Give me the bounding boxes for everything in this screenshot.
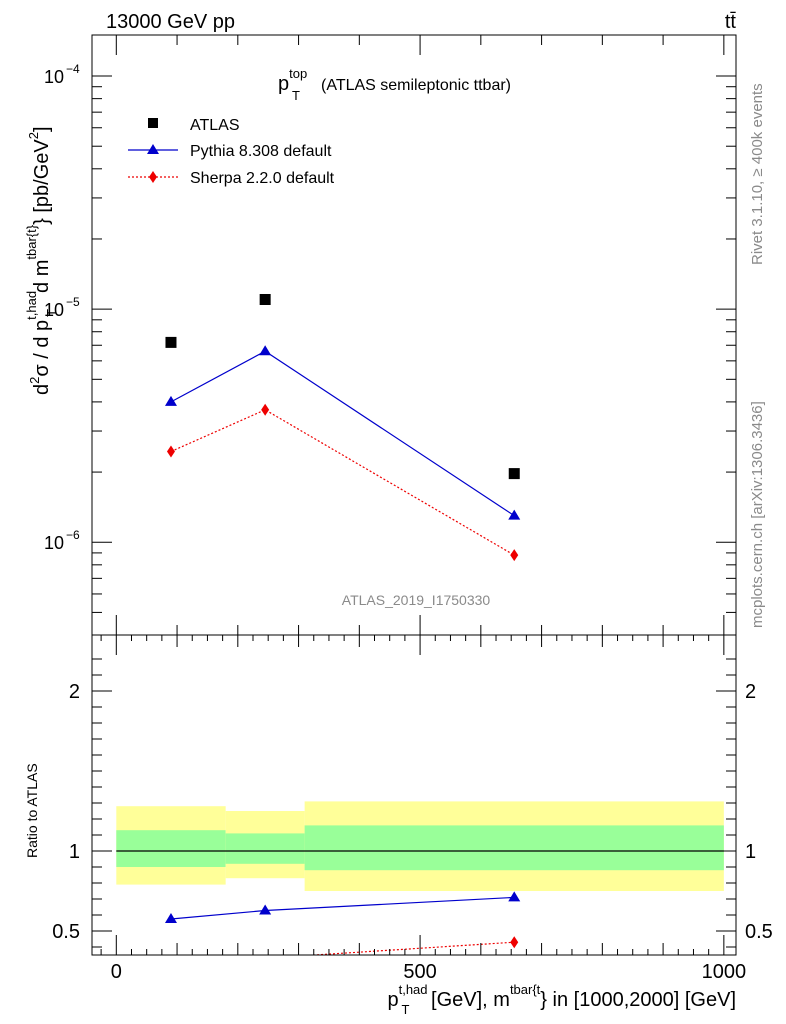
ratio-point-pythia [164,913,177,923]
legend-marker-pythia [147,144,159,154]
ratio-band-inner [116,830,226,867]
plot-title: ptop T (ATLAS semileptonic ttbar) [278,66,511,103]
ratio-y-axis-label: Ratio to ATLAS [24,763,40,858]
ratio-point-sherpa [510,936,519,949]
ratio-point-pythia [508,891,521,902]
ratio-y-tick-label-right: 1 [745,841,756,863]
analysis-watermark: ATLAS_2019_I1750330 [342,592,491,608]
legend-marker-atlas [148,118,158,128]
main-y-tick-exponent: −5 [66,295,80,309]
main-y-tick-exponent: −4 [66,62,80,76]
main-point-atlas [508,468,520,480]
main-y-tick-label: 10 [44,533,64,553]
legend-label-sherpa: Sherpa 2.2.0 default [190,170,335,187]
ratio-band-inner [225,833,305,864]
main-point-atlas [165,336,177,348]
main-y-tick-label: 10 [44,67,64,87]
legend: ATLAS Pythia 8.308 default Sherpa 2.2.0 … [128,117,335,187]
ratio-y-tick-label-left: 1 [69,841,80,863]
title-text: (ATLAS semileptonic ttbar) [321,77,511,94]
rivet-version-label: Rivet 3.1.10, ≥ 400k events [749,83,766,265]
main-y-axis-label: d2σ / d pt,had Td mtbar{t}} [pb/GeV2] [24,126,59,395]
ratio-y-tick-label-right: 0.5 [745,921,773,943]
x-axis-label: pt,had T [GeV], mtbar{t} in [1000,2000] [… [387,982,736,1017]
main-panel-frame [91,34,737,636]
title-superscript: top [289,66,307,81]
main-point-pythia [164,395,177,406]
main-panel: 10−410−510−6 ptop T(ATLAS semileptonic tt… [24,34,737,636]
title-subscript: T [292,88,300,103]
ratio-line-pythia [170,896,515,920]
legend-label-pythia: Pythia 8.308 default [190,143,332,160]
main-line-pythia [170,350,515,517]
main-point-atlas [259,293,271,305]
main-point-sherpa [510,549,519,562]
energy-label: 13000 GeV pp [106,11,235,33]
main-point-pythia [508,509,521,520]
x-tick-label: 500 [403,961,436,983]
main-point-sherpa [261,403,270,416]
legend-label-atlas: ATLAS [190,117,240,134]
main-y-tick-exponent: −6 [66,528,80,542]
ratio-y-tick-label-left: 2 [69,681,80,703]
ratio-band-inner [304,825,724,871]
ratio-panel: 2 2 1 1 0.5 0.5 0 500 1000 Ratio to ATLAS pt,had… [24,634,773,1017]
title-symbol: p [278,73,289,95]
ratio-point-pythia [259,904,272,915]
process-label: tt̄ [725,11,737,33]
main-point-pythia [259,345,272,356]
x-tick-label: 0 [111,961,122,983]
ratio-panel-frame [91,634,737,956]
x-tick-label: 1000 [702,961,747,983]
ratio-y-tick-label-left: 0.5 [52,921,80,943]
main-point-sherpa [166,445,175,458]
main-y-tick-label: 10 [44,300,64,320]
legend-marker-sherpa [149,171,157,183]
mcplots-label: mcplots.cern.ch [arXiv:1306.3436] [749,401,766,628]
ratio-y-tick-label-right: 2 [745,681,756,703]
main-line-sherpa [170,409,515,556]
